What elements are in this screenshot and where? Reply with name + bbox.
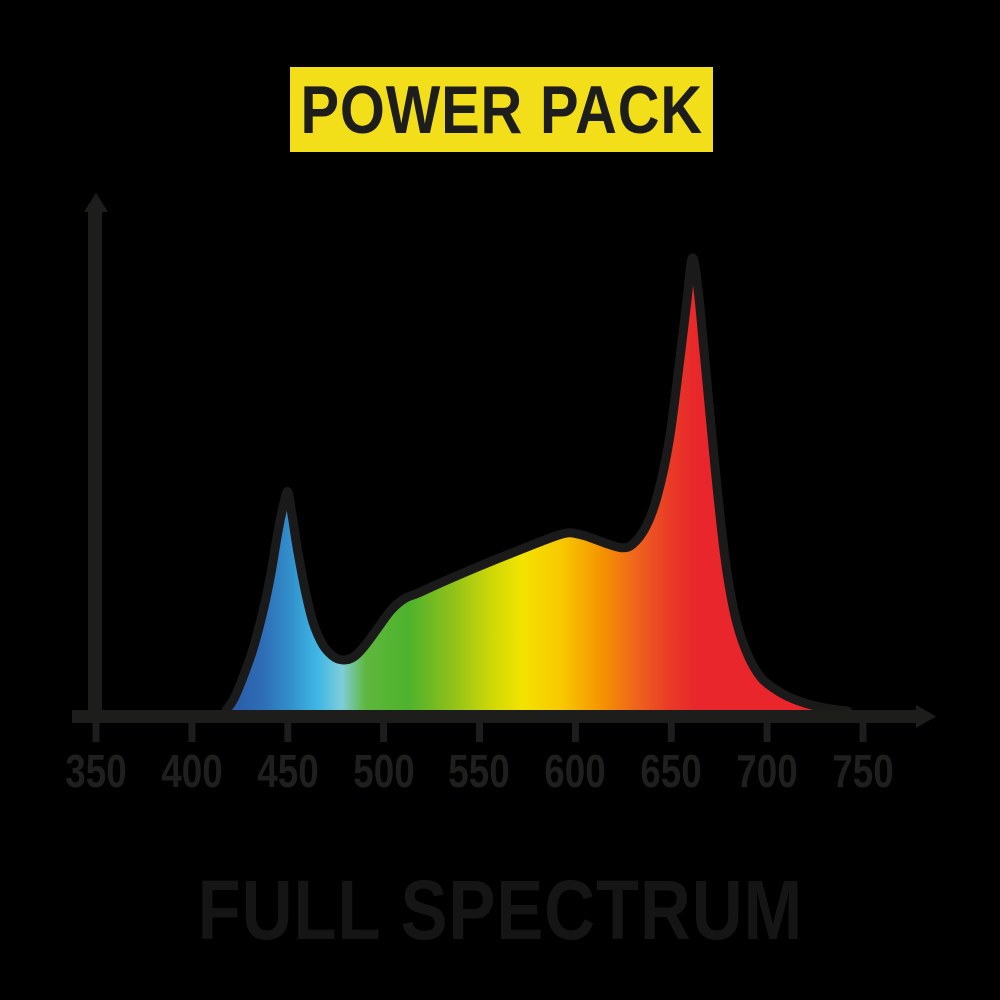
x-axis-tick [380, 722, 388, 742]
x-tick-label: 400 [161, 745, 223, 797]
y-axis [88, 204, 102, 723]
x-axis-arrow [916, 705, 936, 728]
x-axis-tick [92, 722, 100, 742]
x-axis-tick [859, 722, 867, 742]
x-tick-label: 600 [544, 745, 606, 797]
x-axis-tick [763, 722, 771, 742]
x-tick-label: 650 [640, 745, 702, 797]
x-axis-tick [284, 722, 292, 742]
x-tick-label: 700 [736, 745, 798, 797]
axes [72, 193, 936, 742]
x-axis-tick [476, 722, 483, 742]
x-axis-tick [667, 722, 675, 742]
x-tick-label: 500 [353, 745, 415, 797]
x-axis-tick [188, 722, 196, 742]
x-axis-tick [571, 722, 579, 742]
x-tick-label: 550 [448, 745, 510, 797]
x-tick-label: 450 [257, 745, 319, 797]
power-pack-badge: POWER PACK [290, 67, 713, 152]
badge-label: POWER PACK [300, 71, 703, 148]
footer: FULL SPECTRUM [0, 868, 1000, 952]
footer-label: FULL SPECTRUM [197, 863, 803, 957]
x-tick-label: 750 [832, 745, 894, 797]
y-axis-arrow [84, 193, 108, 212]
spectrum-curve [221, 253, 853, 721]
x-axis-tick-labels: 350 400 450 500 550 600 650 700 750 [0, 748, 1000, 794]
x-tick-label: 350 [65, 745, 127, 797]
x-axis [72, 710, 918, 723]
